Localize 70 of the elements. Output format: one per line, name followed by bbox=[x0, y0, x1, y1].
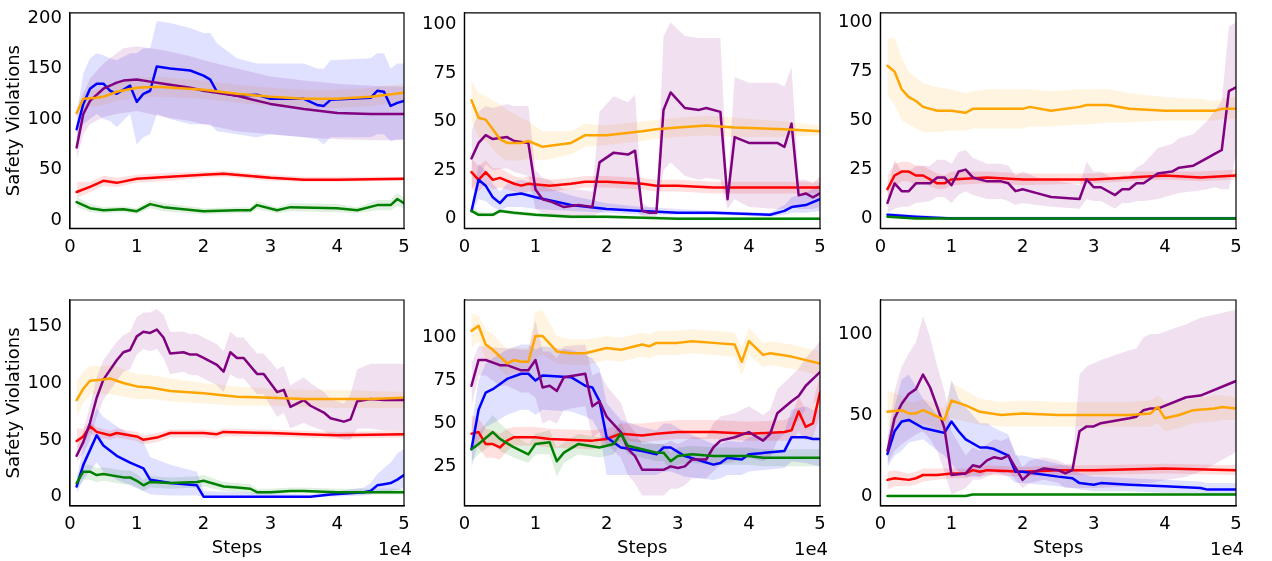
y-tick-label: 100 bbox=[838, 10, 873, 32]
y-tick-label: 50 bbox=[849, 402, 873, 424]
y-tick-label: 0 bbox=[860, 206, 873, 228]
y-tick-label: 100 bbox=[27, 370, 62, 392]
y-tick-label: 75 bbox=[433, 60, 457, 82]
text: 1e4 bbox=[1210, 537, 1244, 559]
x-tick-label: 3 bbox=[264, 512, 277, 534]
x-axis-title: Steps bbox=[1032, 535, 1084, 557]
y-tick-label: 0 bbox=[860, 483, 873, 505]
x-tick-label: 2 bbox=[197, 234, 210, 256]
x-tick-label: 2 bbox=[600, 512, 613, 534]
x-axis-title: Steps bbox=[211, 535, 263, 557]
x-tick-label: 0 bbox=[64, 234, 76, 256]
x-tick-label: 3 bbox=[1088, 512, 1100, 534]
y-tick-label: 150 bbox=[27, 313, 62, 335]
x-tick-label: 3 bbox=[672, 512, 684, 534]
y-tick-label: 75 bbox=[433, 368, 457, 390]
y-tick-label: 0 bbox=[444, 206, 457, 228]
x-tick-label: 0 bbox=[874, 512, 887, 534]
x-tick-label: 3 bbox=[1088, 234, 1100, 256]
text: 1e4 bbox=[378, 537, 412, 559]
y-tick-label: 75 bbox=[849, 59, 873, 81]
x-tick-label: 5 bbox=[1230, 234, 1242, 256]
y-tick-label: 100 bbox=[838, 321, 873, 343]
y-tick-label: 200 bbox=[27, 5, 62, 27]
x-tick-label: 1 bbox=[529, 512, 542, 534]
x-tick-label: 1 bbox=[945, 512, 958, 534]
y-tick-label: 100 bbox=[422, 12, 457, 34]
y-tick-label: 25 bbox=[849, 157, 873, 179]
y-tick-label: 150 bbox=[27, 56, 62, 78]
x-tick-label: 0 bbox=[874, 234, 887, 256]
y-tick-label: 100 bbox=[422, 325, 457, 347]
x-tick-label: 5 bbox=[814, 234, 826, 256]
x-tick-label: 4 bbox=[743, 234, 755, 256]
x-tick-label: 5 bbox=[1230, 512, 1242, 534]
x-tick-label: 2 bbox=[600, 234, 613, 256]
x-tick-label: 5 bbox=[398, 234, 410, 256]
y-axis-title: Safety Violations bbox=[2, 327, 24, 479]
y-tick-label: 50 bbox=[433, 109, 457, 131]
x-tick-label: 0 bbox=[458, 512, 471, 534]
x-axis-title: Steps bbox=[616, 535, 668, 557]
y-tick-label: 50 bbox=[433, 411, 457, 433]
text: 1e4 bbox=[794, 537, 828, 559]
x-tick-label: 0 bbox=[64, 512, 76, 534]
y-axis-title: Safety Violations bbox=[2, 45, 24, 197]
x-tick-label: 3 bbox=[672, 234, 684, 256]
x-tick-label: 4 bbox=[1159, 512, 1171, 534]
y-tick-label: 0 bbox=[50, 207, 62, 229]
x-tick-label: 1 bbox=[131, 234, 143, 256]
x-tick-label: 2 bbox=[1016, 234, 1029, 256]
x-tick-label: 5 bbox=[398, 512, 410, 534]
y-tick-label: 50 bbox=[849, 108, 873, 130]
x-tick-label: 4 bbox=[743, 512, 755, 534]
x-tick-label: 1 bbox=[131, 512, 143, 534]
y-tick-label: 50 bbox=[39, 427, 62, 449]
x-tick-label: 4 bbox=[331, 234, 343, 256]
y-tick-label: 25 bbox=[433, 454, 457, 476]
x-tick-label: 5 bbox=[814, 512, 826, 534]
y-tick-label: 25 bbox=[433, 157, 457, 179]
x-tick-label: 4 bbox=[331, 512, 343, 534]
x-tick-label: 4 bbox=[1159, 234, 1171, 256]
x-tick-label: 3 bbox=[264, 234, 277, 256]
y-tick-label: 100 bbox=[27, 106, 62, 128]
x-tick-label: 2 bbox=[197, 512, 210, 534]
x-tick-label: 2 bbox=[1016, 512, 1029, 534]
x-tick-label: 0 bbox=[458, 234, 471, 256]
x-tick-label: 1 bbox=[529, 234, 542, 256]
y-tick-label: 0 bbox=[50, 484, 62, 506]
x-tick-label: 1 bbox=[945, 234, 958, 256]
y-tick-label: 50 bbox=[39, 157, 62, 179]
